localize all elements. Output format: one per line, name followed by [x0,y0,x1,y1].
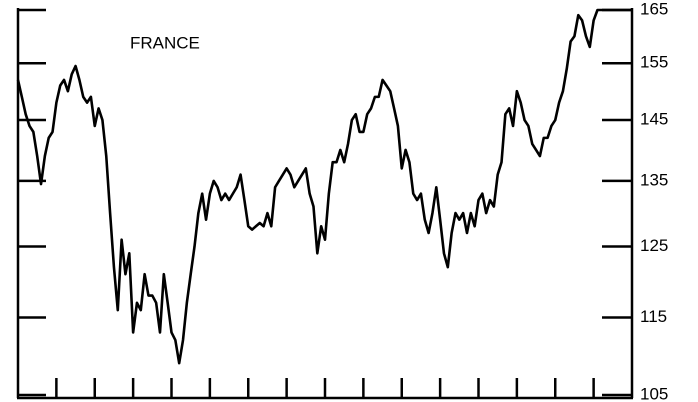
price-line [16,8,632,365]
y-tick-label: 135 [640,170,668,189]
y-tick-label: 145 [640,110,668,129]
y-tick-label: 115 [640,307,667,326]
chart-title: FRANCE [130,33,200,52]
y-tick-label: 155 [640,53,668,72]
y-tick-label: 105 [640,384,668,402]
y-tick-label: 165 [640,0,668,18]
y-tick-label: 125 [640,236,668,255]
